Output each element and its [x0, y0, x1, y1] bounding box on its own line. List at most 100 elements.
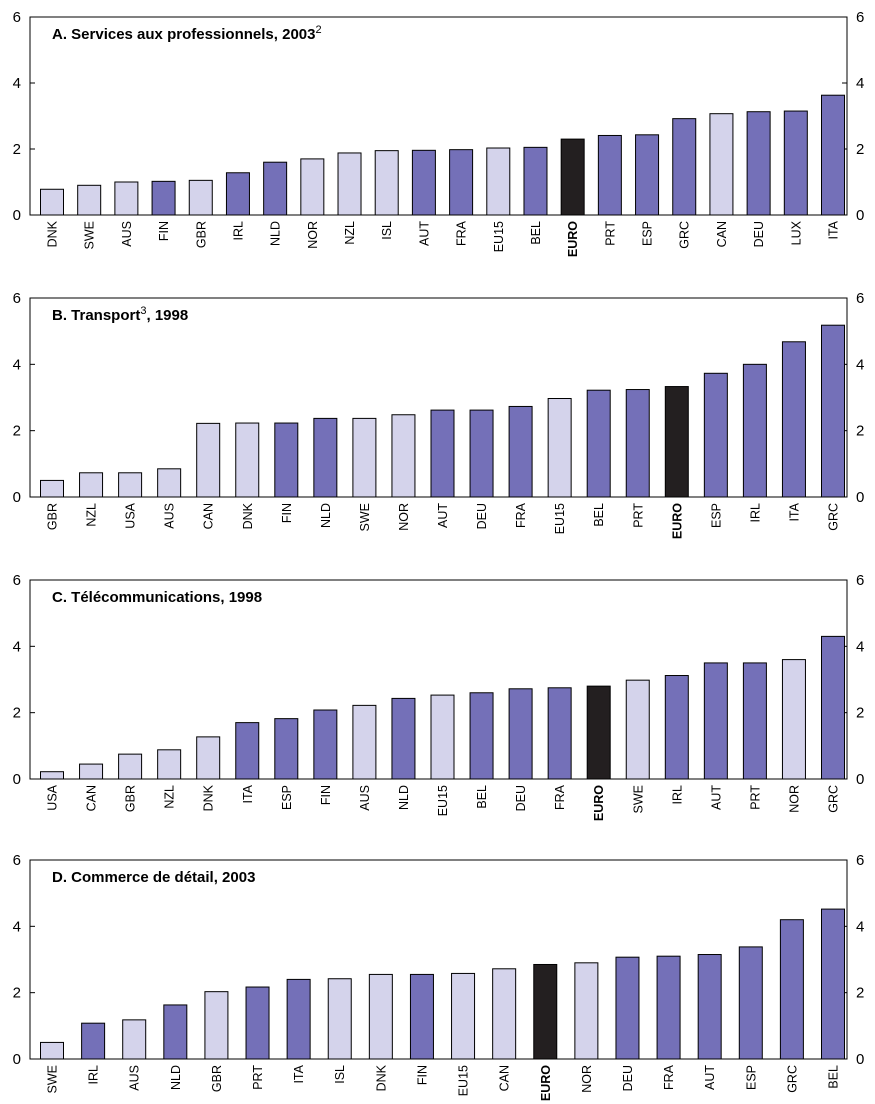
category-label-swe: SWE	[83, 221, 97, 249]
bar-esp	[703, 372, 728, 498]
bar-dnk	[235, 422, 260, 498]
category-label-grc: GRC	[827, 503, 841, 531]
category-label-dnk: DNK	[202, 784, 216, 811]
bar-esp	[274, 718, 299, 780]
category-label-lux: LUX	[789, 220, 803, 245]
bar-grc	[821, 324, 845, 498]
category-label-gbr: GBR	[46, 503, 60, 530]
category-label-fra: FRA	[455, 220, 469, 246]
bar-swe	[77, 184, 102, 216]
category-label-esp: ESP	[280, 785, 294, 810]
category-label-grc: GRC	[785, 1065, 799, 1093]
category-label-usa: USA	[124, 502, 138, 528]
category-label-aut: AUT	[703, 1065, 717, 1090]
category-label-prt: PRT	[251, 1065, 265, 1090]
panel-title-text: D. Commerce de détail, 2003	[52, 869, 255, 886]
y-tick-label-left: 6	[13, 290, 21, 307]
panel-title-suffix: , 1998	[146, 307, 188, 324]
category-label-fin: FIN	[157, 221, 171, 241]
bar-fra	[547, 687, 572, 780]
y-tick-label-left: 4	[13, 918, 21, 935]
y-tick-label-right: 6	[856, 290, 864, 307]
bar-nor	[300, 158, 325, 216]
bar-fin	[151, 180, 176, 216]
category-label-eu15: EU15	[436, 785, 450, 816]
y-tick-label-right: 2	[856, 141, 864, 158]
bar-isl	[327, 978, 352, 1060]
y-tick-label-left: 2	[13, 705, 21, 722]
y-tick-label-left: 0	[13, 207, 21, 224]
bar-can	[79, 763, 104, 780]
y-tick-label-right: 4	[856, 638, 864, 655]
panel-title-text: A. Services aux professionnels, 2003	[52, 26, 315, 43]
y-tick-label-right: 0	[856, 207, 864, 224]
bar-irl	[81, 1022, 106, 1060]
category-label-euro: EURO	[566, 221, 580, 257]
bar-deu	[508, 688, 533, 780]
panel-title: B. Transport3, 1998	[52, 305, 188, 324]
plot-frame	[29, 16, 848, 216]
y-tick-label-left: 6	[13, 852, 21, 869]
category-label-gbr: GBR	[124, 785, 138, 812]
bar-eu15	[430, 694, 455, 780]
bar-aus	[157, 468, 182, 498]
bar-nzl	[157, 749, 182, 780]
bar-grc	[672, 118, 697, 216]
bar-irl	[742, 363, 767, 498]
bar-dnk	[368, 973, 393, 1060]
category-label-euro: EURO	[592, 785, 606, 821]
bar-prt	[742, 662, 767, 780]
category-label-fra: FRA	[514, 502, 528, 528]
chart-panel-2: 0 0 2 2 4 4 6 6 B. Transport3, 1998 GBR NZL USA AUS C…	[13, 290, 865, 539]
category-label-nld: NLD	[397, 785, 411, 810]
bar-esp	[738, 946, 763, 1060]
category-label-nzl: NZL	[163, 785, 177, 809]
bar-isl	[374, 150, 399, 216]
category-label-usa: USA	[46, 784, 60, 810]
bar-gbr	[204, 991, 229, 1060]
bar-deu	[469, 409, 494, 498]
bar-eu15	[547, 398, 572, 498]
bar-prt	[625, 389, 650, 498]
category-label-eu15: EU15	[492, 221, 506, 252]
panel-title-text: B. Transport	[52, 307, 140, 324]
category-label-nor: NOR	[787, 785, 801, 813]
panel-title-superscript: 3	[140, 305, 146, 317]
bar-can	[196, 422, 221, 498]
category-label-dnk: DNK	[46, 220, 60, 247]
category-label-esp: ESP	[709, 503, 723, 528]
bar-gbr	[118, 753, 143, 780]
bar-aus	[352, 704, 377, 780]
category-label-eu15: EU15	[457, 1065, 471, 1096]
category-label-gbr: GBR	[210, 1065, 224, 1092]
bar-swe	[40, 1041, 64, 1060]
y-tick-label-right: 4	[856, 356, 864, 373]
y-tick-label-left: 0	[13, 771, 21, 788]
bar-dnk	[196, 736, 221, 780]
bar-deu	[615, 956, 640, 1060]
category-label-nld: NLD	[319, 503, 333, 528]
category-label-grc: GRC	[678, 221, 692, 249]
bar-nzl	[79, 472, 104, 498]
category-label-irl: IRL	[87, 1065, 101, 1085]
bar-ita	[235, 722, 260, 780]
category-label-deu: DEU	[475, 503, 489, 529]
bar-aut	[703, 662, 728, 780]
bar-fin	[409, 973, 434, 1060]
category-label-swe: SWE	[631, 785, 645, 813]
category-label-dnk: DNK	[374, 1064, 388, 1091]
y-tick-label-right: 4	[856, 918, 864, 935]
y-tick-label-left: 4	[13, 638, 21, 655]
bar-aut	[697, 954, 722, 1060]
bar-ita	[821, 94, 845, 216]
category-label-esp: ESP	[641, 221, 655, 246]
panel-title-text: C. Télécommunications, 1998	[52, 589, 262, 606]
category-label-nor: NOR	[306, 221, 320, 249]
category-label-bel: BEL	[475, 785, 489, 809]
bar-bel	[523, 146, 548, 216]
category-label-prt: PRT	[603, 221, 617, 246]
y-tick-label-right: 2	[856, 985, 864, 1002]
bar-fin	[274, 422, 299, 498]
bar-dnk	[40, 188, 64, 216]
